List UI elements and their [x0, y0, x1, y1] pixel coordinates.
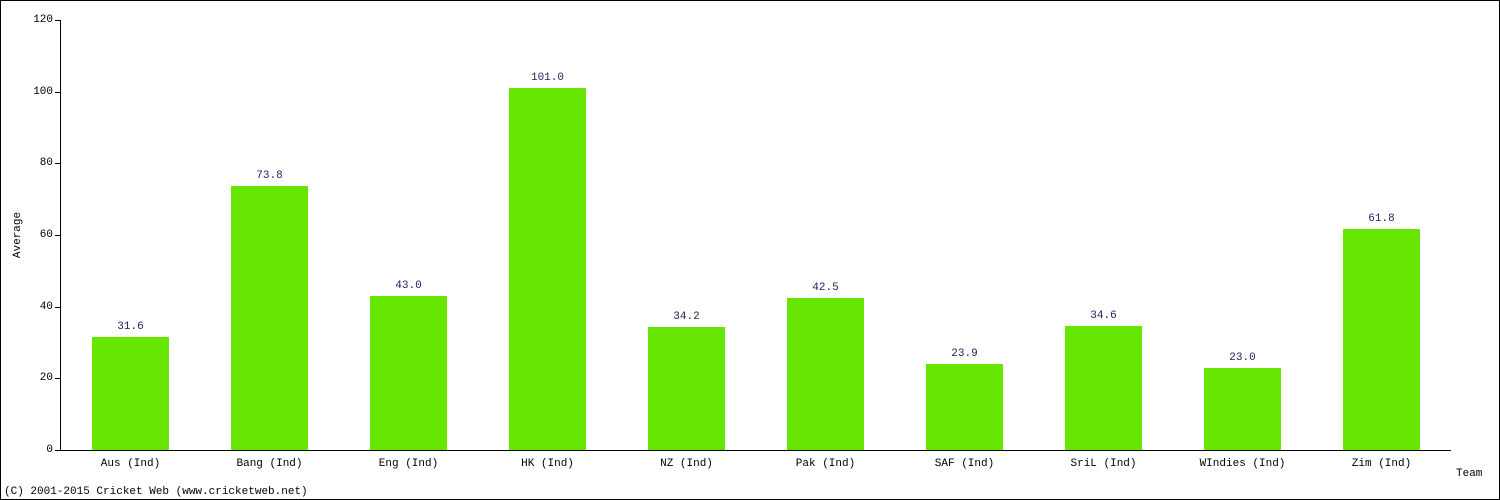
- bar-value-label: 34.6: [1090, 310, 1116, 326]
- bar: 73.8: [231, 186, 307, 450]
- y-tick-label: 20: [40, 372, 61, 384]
- bar-value-label: 31.6: [117, 321, 143, 337]
- x-tick-label: Eng (Ind): [379, 450, 438, 470]
- bar: 34.6: [1065, 326, 1141, 450]
- x-tick-label: HK (Ind): [521, 450, 574, 470]
- x-tick-label: Aus (Ind): [101, 450, 160, 470]
- x-tick-label: Zim (Ind): [1352, 450, 1411, 470]
- x-tick-label: Bang (Ind): [236, 450, 302, 470]
- bar: 101.0: [509, 88, 585, 450]
- copyright-text: (C) 2001-2015 Cricket Web (www.cricketwe…: [4, 486, 308, 498]
- y-tick-label: 40: [40, 301, 61, 313]
- bar-chart: 02040608010012031.6Aus (Ind)73.8Bang (In…: [0, 0, 1500, 500]
- bar: 23.9: [926, 364, 1002, 450]
- y-tick-label: 60: [40, 229, 61, 241]
- x-tick-label: Pak (Ind): [796, 450, 855, 470]
- bar: 31.6: [92, 337, 168, 450]
- x-tick-label: WIndies (Ind): [1200, 450, 1286, 470]
- bar: 42.5: [787, 298, 863, 450]
- y-tick-label: 100: [33, 86, 61, 98]
- bar-value-label: 23.0: [1229, 352, 1255, 368]
- bar-value-label: 61.8: [1368, 213, 1394, 229]
- bar: 43.0: [370, 296, 446, 450]
- plot-area: 02040608010012031.6Aus (Ind)73.8Bang (In…: [60, 20, 1451, 451]
- x-tick-label: NZ (Ind): [660, 450, 713, 470]
- y-axis-label: Average: [12, 212, 24, 258]
- bar-value-label: 42.5: [812, 282, 838, 298]
- bar-value-label: 34.2: [673, 311, 699, 327]
- y-tick-label: 80: [40, 157, 61, 169]
- x-tick-label: SriL (Ind): [1070, 450, 1136, 470]
- bar-value-label: 73.8: [256, 170, 282, 186]
- y-tick-label: 120: [33, 14, 61, 26]
- bar: 23.0: [1204, 368, 1280, 450]
- x-axis-label: Team: [1456, 468, 1482, 480]
- x-tick-label: SAF (Ind): [935, 450, 994, 470]
- bar: 34.2: [648, 327, 724, 450]
- bar-value-label: 43.0: [395, 280, 421, 296]
- y-tick-label: 0: [46, 444, 61, 456]
- bar-value-label: 23.9: [951, 348, 977, 364]
- bar: 61.8: [1343, 229, 1419, 450]
- bar-value-label: 101.0: [531, 72, 564, 88]
